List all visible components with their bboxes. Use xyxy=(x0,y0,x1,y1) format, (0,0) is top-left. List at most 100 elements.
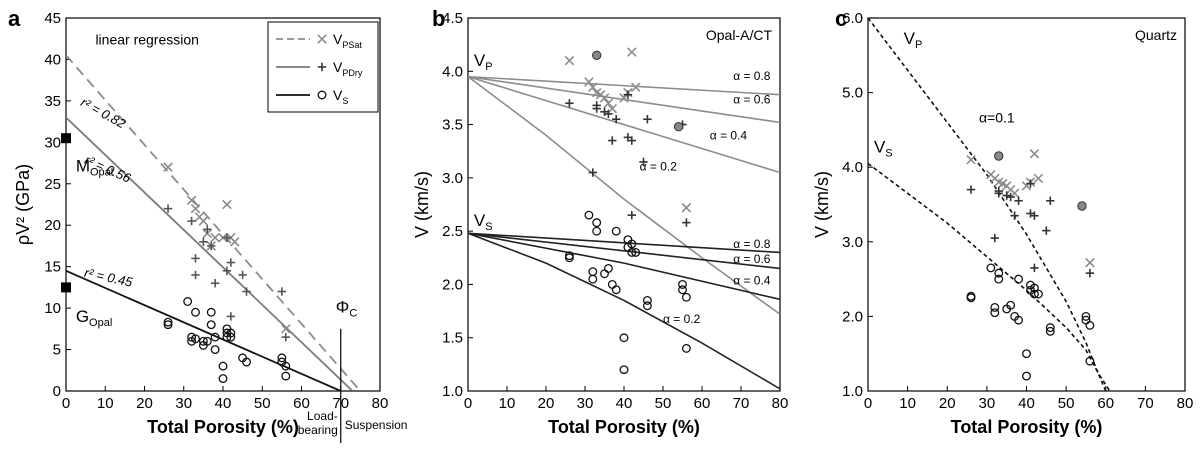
load-bearing-label-2: bearing xyxy=(298,423,338,437)
panel-b: b 0 10 20 30 40 50 60 70 80 1.0 1.5 2.0 2.5 3.0 3.5 4.0 4… xyxy=(412,6,788,437)
x-tick-label: 20 xyxy=(939,395,956,412)
data-point-psat-b xyxy=(198,216,209,226)
data-point-psat-b xyxy=(163,162,173,172)
data-point-s xyxy=(994,274,1004,284)
x-tick-label: 60 xyxy=(293,395,310,412)
data-point-s xyxy=(678,285,687,295)
label-main: V xyxy=(333,87,343,103)
label-main: M xyxy=(76,156,90,175)
data-point-s xyxy=(1033,289,1043,299)
panel-label: a xyxy=(8,6,21,31)
data-point-psat-b xyxy=(1085,257,1095,268)
y-axis-label: V (km/s) xyxy=(412,171,432,238)
model-curve-p-1 xyxy=(468,75,780,124)
data-point-psat-b xyxy=(584,77,594,87)
data-point-s xyxy=(966,291,976,301)
label-main: Φ xyxy=(336,297,350,316)
data-point-s xyxy=(206,320,216,330)
data-point-s xyxy=(1029,283,1039,293)
data-point-s xyxy=(202,336,212,346)
vs-label: VS xyxy=(874,137,893,159)
data-point-s xyxy=(277,353,287,363)
x-tick-label: 20 xyxy=(538,395,555,412)
data-point-s xyxy=(210,345,220,355)
data-point-s xyxy=(990,302,1000,312)
data-point-filled xyxy=(994,151,1004,161)
label-subscript: S xyxy=(485,221,492,233)
data-point-s xyxy=(1006,300,1016,310)
legend-label-psat: VPSat xyxy=(333,31,362,50)
inset-label: Quartz xyxy=(1135,27,1177,43)
data-point-s xyxy=(592,226,602,236)
data-point-s xyxy=(642,295,652,305)
label-main: G xyxy=(76,307,89,326)
y-tick-label: 45 xyxy=(44,10,61,27)
data-point-s xyxy=(1014,315,1024,325)
data-point-s xyxy=(619,365,629,375)
reference-point-g_opal xyxy=(61,282,71,293)
data-point-s xyxy=(218,374,228,384)
y-tick-label: 6.0 xyxy=(842,10,863,27)
panel-c: c 0 10 20 30 40 50 60 70 80 1.0 2.0 3.0 4.0 5.0 6.0 Tota… xyxy=(812,6,1193,437)
data-point-psat-b xyxy=(186,195,197,206)
model-curve-s-1 xyxy=(868,162,1107,391)
y-tick-label: 0 xyxy=(53,383,61,400)
data-point-s xyxy=(681,343,691,353)
x-tick-label: 20 xyxy=(136,395,153,412)
x-axis-label: Total Porosity (%) xyxy=(548,417,700,437)
data-point-psat-b xyxy=(591,87,602,98)
y-tick-label: 2.0 xyxy=(842,308,863,325)
data-point-s xyxy=(1045,323,1055,333)
model-curve-label: α = 0.6 xyxy=(733,92,771,106)
data-point-psat-b xyxy=(681,202,692,213)
m-opal-label: MOpal xyxy=(76,156,113,178)
reference-point-m_opal xyxy=(61,133,71,144)
x-axis-label: Total Porosity (%) xyxy=(951,417,1103,437)
data-point-s xyxy=(1029,289,1039,299)
data-point-s xyxy=(1081,311,1091,321)
label-subscript: P xyxy=(485,61,492,73)
data-point-s xyxy=(588,267,598,277)
data-point-psat-b xyxy=(599,93,610,103)
data-point-s xyxy=(163,320,173,330)
data-point-s xyxy=(678,279,687,289)
data-point-s xyxy=(990,308,1000,318)
label-subscript: S xyxy=(342,96,348,106)
data-point-psat-b xyxy=(607,103,618,114)
data-point-psat-b xyxy=(966,154,976,165)
x-tick-label: 40 xyxy=(1018,395,1035,412)
x-tick-label: 10 xyxy=(899,395,916,412)
series-psat xyxy=(564,47,692,213)
model-curve-label: α = 0.4 xyxy=(710,128,748,142)
data-point-psat-b xyxy=(190,203,201,214)
panel-a: a0 10 20 30 40 50 60 70 80051015202530354045Tota… xyxy=(8,6,407,443)
data-point-s xyxy=(592,218,602,228)
data-point-s xyxy=(226,332,236,342)
x-axis-label: Total Porosity (%) xyxy=(147,417,299,437)
label-subscript: PSat xyxy=(342,40,362,50)
data-point-s xyxy=(191,334,200,344)
x-tick-label: 50 xyxy=(655,395,672,412)
x-tick-label: 10 xyxy=(97,395,114,412)
model-curve-s-6 xyxy=(468,232,780,301)
series-pdry xyxy=(966,179,1095,278)
legend-label-s: VS xyxy=(333,87,348,106)
data-point-s xyxy=(198,336,208,346)
legend-marker-psat-b xyxy=(317,34,327,44)
y-tick-label: 5 xyxy=(53,342,61,359)
y-tick-label: 25 xyxy=(44,176,61,193)
data-point-filled xyxy=(1077,201,1087,211)
series-s xyxy=(564,210,691,375)
legend-label-pdry: VPDry xyxy=(333,59,363,78)
y-axis-label: V (km/s) xyxy=(812,171,832,238)
label-main: V xyxy=(474,211,486,230)
series-filled xyxy=(994,151,1087,211)
y-tick-label: 4.0 xyxy=(842,159,863,176)
model-curve-p-2 xyxy=(468,75,780,174)
model-curve-label: α = 0.8 xyxy=(733,69,771,83)
data-point-psat-b xyxy=(210,232,220,243)
y-tick-label: 1.0 xyxy=(842,383,863,400)
data-point-s xyxy=(611,226,621,236)
regression-line-s xyxy=(66,269,342,391)
data-point-s xyxy=(986,263,996,273)
